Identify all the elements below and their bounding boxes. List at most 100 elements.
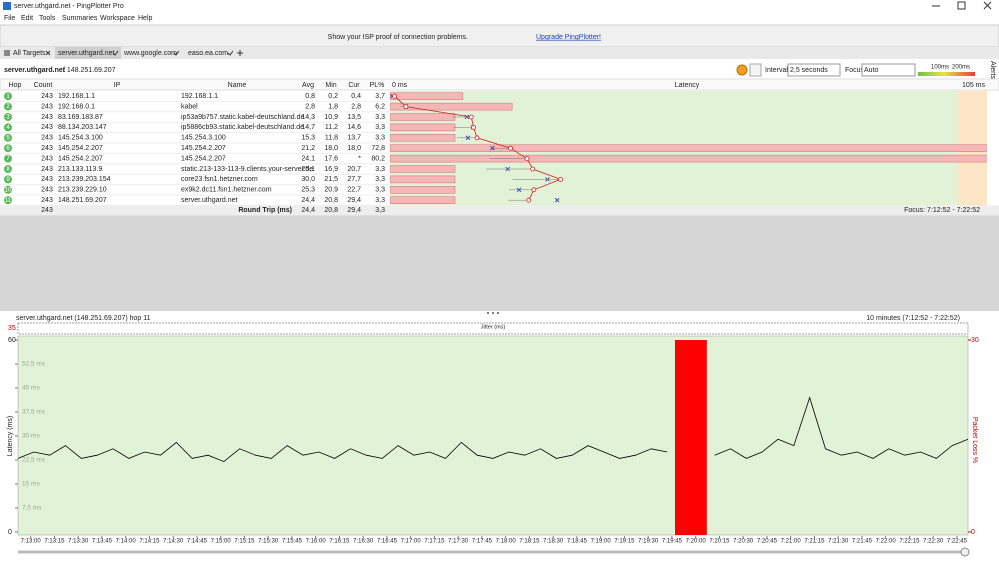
hop-number: 7 xyxy=(6,156,10,162)
cell: 14,3 xyxy=(301,114,315,121)
cell: 243 xyxy=(41,176,53,183)
splitter[interactable] xyxy=(487,312,499,314)
packet-loss-bar xyxy=(390,196,456,204)
column-header[interactable]: Name xyxy=(228,82,247,89)
cell: 25,3 xyxy=(301,187,315,194)
menu-item[interactable]: Edit xyxy=(21,15,33,22)
cell: 243 xyxy=(41,135,53,142)
active-tab xyxy=(55,47,121,59)
cell: 243 xyxy=(41,93,53,100)
x-tick-label: 7:14:15 xyxy=(139,539,160,545)
cell: 21,5 xyxy=(324,176,338,183)
cell: 3,3 xyxy=(375,135,385,142)
y2-tick-label: 30 xyxy=(971,337,979,344)
x-tick-label: 7:15:45 xyxy=(282,539,303,545)
avg-marker xyxy=(531,187,537,193)
cell: 17,6 xyxy=(324,155,338,162)
x-tick-label: 7:15:00 xyxy=(211,539,232,545)
cell: 145.254.2.207 xyxy=(58,155,103,162)
hop-badge xyxy=(4,102,12,111)
upgrade-link[interactable]: Upgrade PingPlotter! xyxy=(536,34,601,41)
cell: server.uthgard.net xyxy=(181,197,237,204)
cell: ex9k2.dc11.fsn1.hetzner.com xyxy=(181,187,272,194)
packet-loss-bar xyxy=(390,186,456,194)
column-header[interactable]: Hop xyxy=(9,82,22,89)
tab[interactable]: server.uthgard.net xyxy=(58,50,114,57)
cell: 0,2 xyxy=(328,93,338,100)
x-tick-label: 7:22:15 xyxy=(899,539,920,545)
app-icon xyxy=(3,2,11,10)
play-dropdown[interactable] xyxy=(749,63,762,77)
scroll-thumb[interactable] xyxy=(960,547,970,557)
avg-marker xyxy=(474,135,480,141)
column-header[interactable]: IP xyxy=(114,82,121,89)
menu-item[interactable]: File xyxy=(4,15,15,22)
column-header[interactable]: Latency xyxy=(675,82,700,89)
tab[interactable]: All Targets xyxy=(13,50,46,57)
hop-number: 10 xyxy=(5,187,12,193)
tab[interactable]: www.google.com xyxy=(123,50,177,57)
packet-loss-bar xyxy=(675,340,691,535)
graph-title: server.uthgard.net (148.251.69.207) hop … xyxy=(16,315,151,322)
column-header[interactable]: Cur xyxy=(348,82,360,89)
add-tab[interactable] xyxy=(237,50,243,56)
window-controls[interactable] xyxy=(932,1,992,10)
x-tick-label: 7:18:30 xyxy=(543,539,564,545)
column-header[interactable]: 0 ms xyxy=(392,82,408,89)
plot-area xyxy=(17,335,969,536)
x-tick-label: 7:17:45 xyxy=(472,539,493,545)
x-tick-label: 7:19:45 xyxy=(662,539,683,545)
cell: 3,3 xyxy=(375,176,385,183)
alerts-tab[interactable]: Alerts xyxy=(989,61,996,79)
column-header[interactable]: Min xyxy=(325,82,336,89)
column-header[interactable]: Avg xyxy=(302,82,314,89)
cell: 80,2 xyxy=(371,155,385,162)
cell: 3,3 xyxy=(375,187,385,194)
play-button[interactable] xyxy=(736,64,748,76)
window-title: server.uthgard.net - PingPlotter Pro xyxy=(14,3,124,10)
table-header-bg xyxy=(0,78,999,91)
cell: 192.168.1.1 xyxy=(58,93,95,100)
avg-marker xyxy=(526,197,532,203)
x-tick-label: 7:20:00 xyxy=(686,539,707,545)
y-tick-label: 15 ms xyxy=(22,481,40,488)
cell: 25,1 xyxy=(301,166,315,173)
column-header[interactable]: 105 ms xyxy=(962,82,985,89)
summary-cell: 29,4 xyxy=(347,207,361,214)
close-icon[interactable] xyxy=(45,50,51,56)
menu-item[interactable]: Workspace xyxy=(100,15,135,22)
hop-badge xyxy=(4,185,12,194)
cell: 14,7 xyxy=(301,124,315,131)
menu-item[interactable]: Help xyxy=(138,15,153,22)
cell: 20,8 xyxy=(324,197,338,204)
scale-label: 200ms xyxy=(952,65,970,71)
avg-marker xyxy=(468,114,474,120)
cell: ip5886cb93.static.kabel-deutschland.de xyxy=(181,124,304,131)
column-header[interactable]: Count xyxy=(34,82,53,89)
tab[interactable]: easo.ea.com xyxy=(188,50,228,57)
x-tick-label: 7:16:00 xyxy=(306,539,327,545)
cell: 72,8 xyxy=(371,145,385,152)
x-tick-label: 7:14:00 xyxy=(116,539,137,545)
focus-select[interactable] xyxy=(861,63,916,77)
menu-item[interactable]: Summaries xyxy=(62,15,98,22)
cell: 27,7 xyxy=(347,176,361,183)
tab-icon xyxy=(4,50,10,56)
cell: 13,5 xyxy=(347,114,361,121)
cell: 243 xyxy=(41,145,53,152)
packet-loss-bar xyxy=(390,123,456,132)
target-name: server.uthgard.net xyxy=(4,67,66,74)
hop-badge xyxy=(4,154,12,163)
packet-loss-bar xyxy=(390,113,456,121)
latency-line xyxy=(714,396,969,459)
menu-item[interactable]: Tools xyxy=(39,15,56,22)
cell: 243 xyxy=(41,197,53,204)
column-header[interactable]: PL% xyxy=(370,82,385,89)
interval-select[interactable] xyxy=(787,63,841,77)
banner-text: Show your ISP proof of connection proble… xyxy=(328,34,468,41)
cell: 3,3 xyxy=(375,124,385,131)
avg-marker xyxy=(508,145,513,151)
packet-loss-bar xyxy=(390,165,456,173)
cell: 213.239.203.154 xyxy=(58,176,111,183)
